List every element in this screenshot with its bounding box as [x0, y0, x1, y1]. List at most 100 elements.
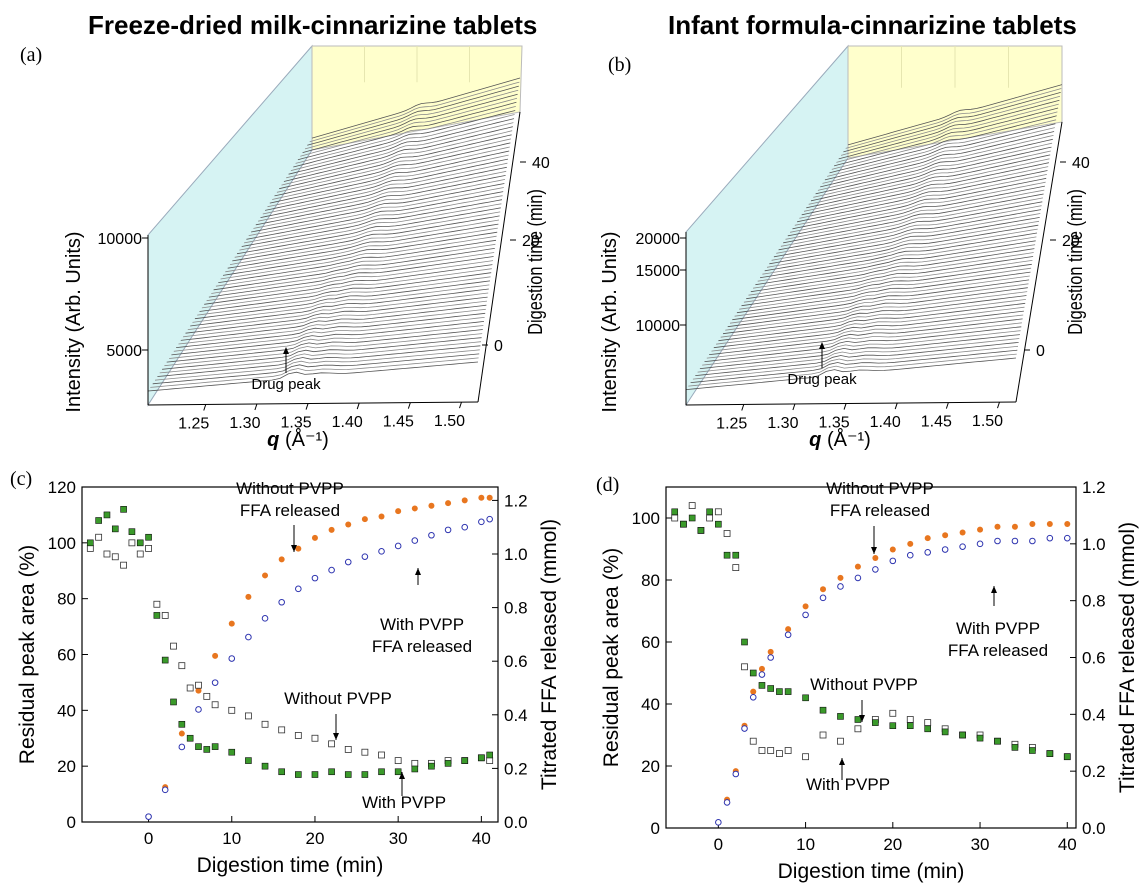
time-tick-label-40: 40 — [1072, 155, 1090, 172]
point-ffa-without-pvpp — [378, 513, 385, 520]
point-peak-without-pvpp — [767, 747, 775, 754]
point-ffa-without-pvpp — [1046, 520, 1053, 527]
point-ffa-with-pvpp — [311, 574, 319, 582]
series-peak_with — [671, 508, 1071, 761]
point-ffa-with-pvpp — [461, 523, 469, 531]
point-ffa-without-pvpp — [820, 586, 827, 593]
spectrum-line — [764, 224, 1039, 272]
point-peak-with-pvpp — [461, 757, 469, 764]
spectrum-line — [840, 95, 1061, 156]
point-peak-without-pvpp — [361, 748, 369, 756]
drug-peak-arrowhead — [283, 347, 289, 354]
spectrum-line — [244, 195, 503, 244]
point-peak-without-pvpp — [186, 684, 194, 692]
x-axis-label: Digestion time (min) — [197, 854, 384, 877]
point-ffa-with-pvpp — [444, 526, 452, 534]
point-peak-with-pvpp — [802, 694, 809, 702]
spectrum-line — [194, 280, 491, 320]
spectrum-line — [258, 170, 507, 222]
point-peak-with-pvpp — [428, 762, 435, 770]
point-peak-without-pvpp — [228, 706, 236, 714]
spectrum-line — [276, 138, 512, 193]
point-ffa-with-pvpp — [1029, 537, 1036, 545]
spectrum-line — [720, 299, 1026, 338]
spectrum-line — [213, 248, 495, 291]
spectrum-line — [171, 321, 485, 356]
x-tick-label-0: 0 — [144, 829, 153, 848]
y2-tick-label-0.2: 0.2 — [1082, 762, 1106, 781]
spectrum-line — [797, 170, 1048, 223]
point-peak-without-pvpp — [706, 514, 714, 522]
y-tick-label-80: 80 — [641, 571, 660, 590]
point-peak-without-pvpp — [837, 737, 844, 745]
point-peak-with-pvpp — [706, 508, 713, 516]
x-tick-label-40: 40 — [472, 829, 491, 848]
x-tick-label-0: 0 — [714, 835, 723, 854]
q-tick — [356, 402, 360, 410]
point-ffa-without-pvpp — [478, 494, 485, 501]
q-axis-label: q (Å⁻¹) — [267, 428, 329, 451]
x-tick-label-10: 10 — [222, 829, 241, 848]
spectrum-line — [836, 103, 1059, 163]
point-peak-without-pvpp — [120, 561, 127, 569]
y-axis-label: Residual peak area (%) — [600, 548, 623, 767]
spectrum-line — [253, 179, 506, 229]
spectrum-line — [192, 284, 490, 323]
spectrum-line — [792, 177, 1047, 230]
spectrum-line — [309, 81, 520, 143]
y2-tick-label-0.2: 0.2 — [504, 759, 528, 778]
point-peak-with-pvpp — [278, 768, 285, 776]
point-peak-without-pvpp — [394, 757, 402, 764]
q-axis-label: q (Å⁻¹) — [809, 428, 871, 451]
point-peak-without-pvpp — [732, 564, 740, 571]
annotation-peak_without-line0: Without PVPP — [284, 689, 392, 708]
point-ffa-without-pvpp — [328, 526, 335, 533]
point-ffa-with-pvpp — [906, 551, 914, 559]
point-ffa-with-pvpp — [361, 553, 369, 560]
point-peak-with-pvpp — [95, 517, 102, 524]
point-peak-with-pvpp — [178, 720, 186, 728]
point-peak-without-pvpp — [170, 642, 177, 650]
point-ffa-with-pvpp — [278, 598, 285, 606]
q-tick-label-1.50: 1.50 — [972, 413, 1003, 430]
drug-peak-arrowhead — [819, 342, 825, 349]
spectrum-line — [709, 318, 1023, 355]
spectrum-line — [778, 201, 1043, 251]
point-ffa-without-pvpp — [486, 494, 493, 501]
spectrum-line — [718, 302, 1026, 342]
time-axis-label: Digestion time (min) — [523, 189, 546, 335]
point-peak-without-pvpp — [328, 740, 336, 748]
spectrum-line — [208, 256, 494, 298]
series-ffa_without — [145, 494, 493, 820]
spectrum-line — [251, 183, 505, 233]
point-peak-without-pvpp — [411, 759, 419, 767]
spectrum-line — [820, 131, 1055, 188]
point-ffa-with-pvpp — [767, 654, 774, 661]
x-tick-label-30: 30 — [389, 829, 408, 848]
point-ffa-without-pvpp — [195, 687, 202, 694]
y2-tick-label-0.0: 0.0 — [1082, 819, 1106, 838]
spectrum-line — [847, 84, 1063, 146]
point-peak-without-pvpp — [741, 663, 748, 671]
point-ffa-with-pvpp — [261, 615, 269, 622]
point-ffa-without-pvpp — [802, 603, 809, 610]
point-ffa-without-pvpp — [361, 516, 368, 523]
point-peak-without-pvpp — [723, 530, 731, 537]
spectrum-line — [267, 154, 509, 208]
spectrum-line — [794, 174, 1047, 226]
point-ffa-without-pvpp — [907, 540, 914, 547]
point-ffa-without-pvpp — [942, 532, 949, 539]
point-peak-without-pvpp — [819, 731, 827, 739]
panel-d-label: (d) — [596, 474, 620, 496]
point-ffa-with-pvpp — [819, 594, 827, 602]
point-peak-with-pvpp — [732, 551, 740, 559]
y-tick-label-80: 80 — [57, 590, 76, 609]
point-ffa-with-pvpp — [889, 557, 897, 565]
y-tick-label-0: 0 — [67, 813, 76, 832]
spectrum-line — [295, 106, 516, 164]
point-ffa-without-pvpp — [750, 688, 757, 695]
intensity-tick-label-10000: 10000 — [636, 318, 681, 335]
spectrum-line — [817, 135, 1054, 191]
spectrum-line — [187, 292, 489, 330]
spectrum-line — [688, 353, 1017, 387]
